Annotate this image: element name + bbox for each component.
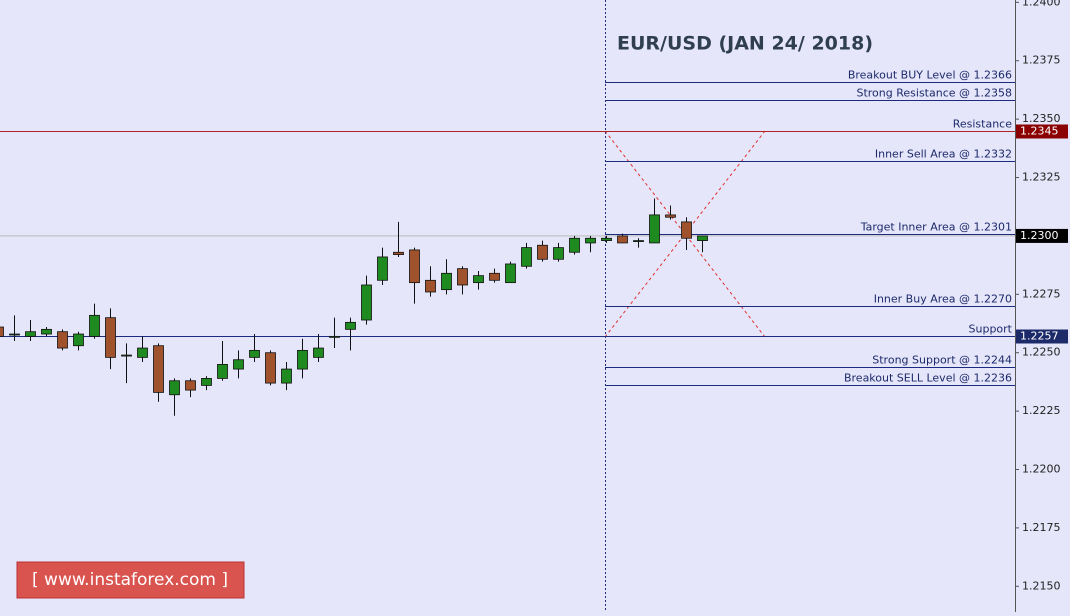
price-tag xyxy=(1016,124,1068,139)
candle-body xyxy=(201,378,212,386)
y-tick-label: 1.2325 xyxy=(1022,171,1061,184)
candle-body xyxy=(281,368,292,384)
watermark: [ www.instaforex.com ] xyxy=(32,570,228,590)
candle-body xyxy=(249,349,260,358)
candle-body xyxy=(617,235,628,244)
level-label: Breakout BUY Level @ 1.2366 xyxy=(848,69,1012,82)
y-tick-label: 1.2375 xyxy=(1022,54,1061,67)
candle-body xyxy=(41,328,52,335)
y-tick-label: 1.2175 xyxy=(1022,521,1061,534)
y-tick-label: 1.2250 xyxy=(1022,346,1061,359)
candle-body xyxy=(329,335,340,338)
y-tick-label: 1.2350 xyxy=(1022,112,1061,125)
candle-body xyxy=(121,354,132,357)
candle-body xyxy=(377,256,388,281)
candle-body xyxy=(361,284,372,321)
price-tag-label: 1.2257 xyxy=(1020,330,1059,343)
candle-body xyxy=(105,317,116,358)
candle-body xyxy=(137,347,148,358)
last-price-label: 1.2300 xyxy=(1020,229,1059,242)
y-tick-label: 1.2150 xyxy=(1022,579,1061,592)
candle-body xyxy=(153,345,164,393)
candle-body xyxy=(649,214,660,244)
candle-body xyxy=(633,240,644,242)
candle-body xyxy=(393,251,404,256)
candle-body xyxy=(57,331,68,349)
candle-body xyxy=(217,363,228,379)
candle-body xyxy=(233,359,244,370)
candle-body xyxy=(697,235,708,241)
candle-body xyxy=(25,331,36,337)
candle-body xyxy=(585,237,596,244)
candle-body xyxy=(73,333,84,347)
last-price-tag xyxy=(1016,228,1068,243)
candle-body xyxy=(553,247,564,260)
candle-body xyxy=(681,221,692,239)
level-label: Target Inner Area @ 1.2301 xyxy=(860,221,1012,234)
y-tick-label: 1.2275 xyxy=(1022,287,1061,300)
projection-line xyxy=(604,130,766,338)
candle-body xyxy=(425,279,436,293)
candle-body xyxy=(169,380,180,396)
level-label: Breakout SELL Level @ 1.2236 xyxy=(844,372,1012,385)
y-tick-label: 1.2225 xyxy=(1022,404,1061,417)
candle-body xyxy=(457,268,468,286)
candle-body xyxy=(665,214,676,218)
level-label: Inner Buy Area @ 1.2270 xyxy=(874,293,1012,306)
candle-body xyxy=(521,247,532,267)
candle-body xyxy=(265,352,276,384)
level-label: Strong Resistance @ 1.2358 xyxy=(856,87,1012,100)
candle-body xyxy=(89,314,100,337)
candle-body xyxy=(409,249,420,284)
price-tag xyxy=(1016,329,1068,344)
projection-line xyxy=(604,130,766,338)
y-tick-label: 1.2400 xyxy=(1022,0,1061,8)
price-tag-label: 1.2345 xyxy=(1020,125,1059,138)
level-label: Strong Support @ 1.2244 xyxy=(872,354,1012,367)
level-label: Support xyxy=(969,323,1013,336)
candle-body xyxy=(601,237,612,241)
level-label: Inner Sell Area @ 1.2332 xyxy=(875,148,1012,161)
candle-body xyxy=(345,321,356,330)
candle-body xyxy=(505,263,516,284)
candle-body xyxy=(441,272,452,291)
candle-body xyxy=(537,244,548,260)
candle-body xyxy=(297,349,308,370)
candle-body xyxy=(185,380,196,391)
candle-body xyxy=(489,272,500,281)
candle-body xyxy=(473,275,484,284)
candle-body xyxy=(0,326,4,337)
y-tick-label: 1.2200 xyxy=(1022,463,1061,476)
level-label: Resistance xyxy=(953,118,1013,131)
candle-body xyxy=(9,333,20,336)
candle-body xyxy=(569,237,580,253)
candle-body xyxy=(313,347,324,358)
chart-title: EUR/USD (JAN 24/ 2018) xyxy=(617,33,873,55)
watermark-box xyxy=(16,561,245,599)
